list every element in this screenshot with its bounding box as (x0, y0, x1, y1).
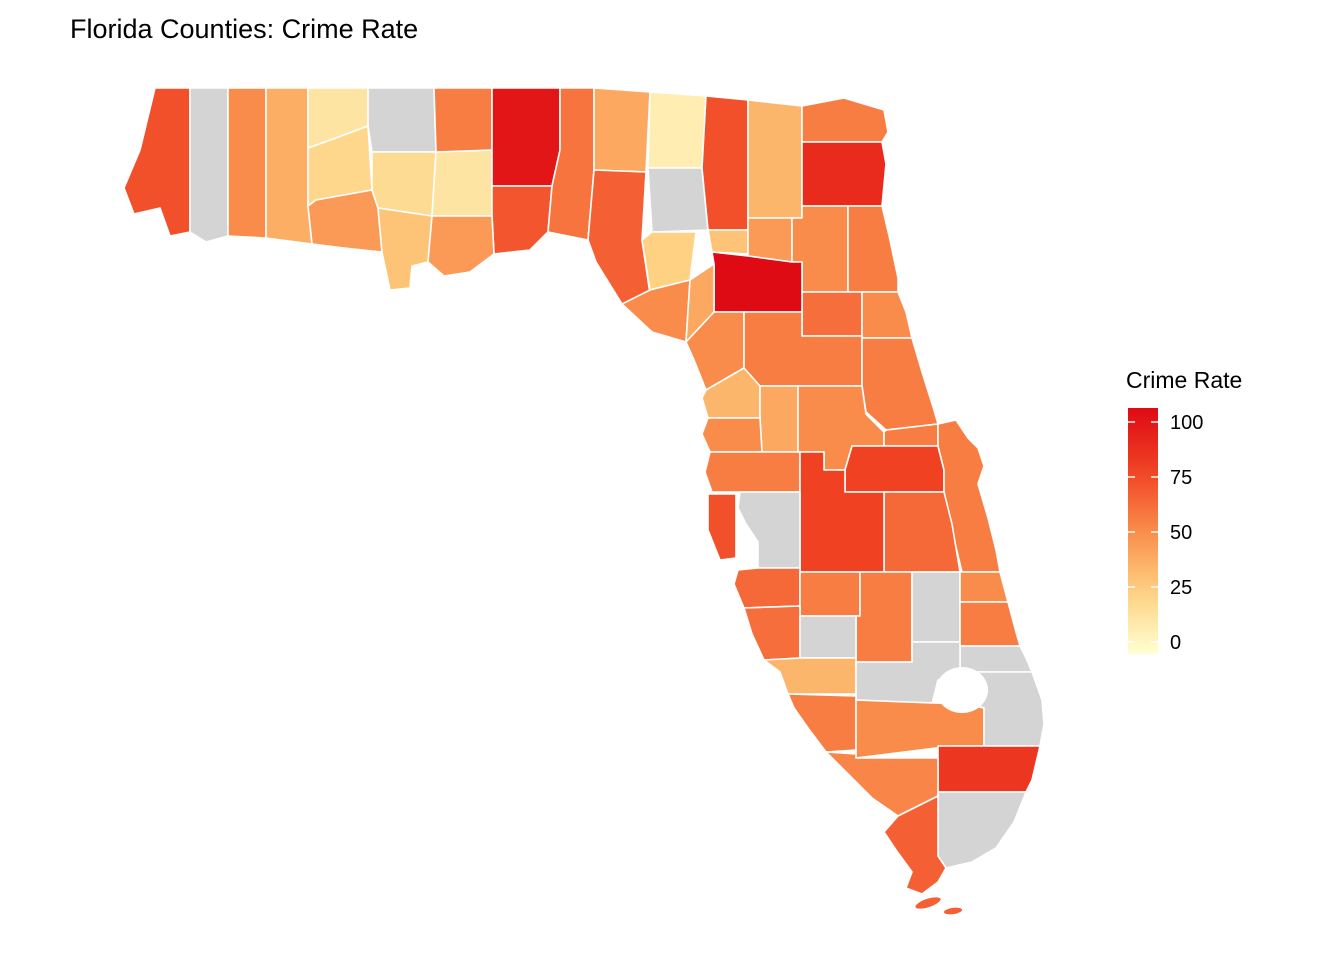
county-sumter: Sumter: 40 (759, 385, 799, 453)
county-wakulla: Wakulla: 68 (491, 185, 553, 255)
county-santa-rosa: Santa Rosa: NA (189, 87, 229, 243)
legend-tick-label-0: 0 (1170, 632, 1181, 654)
legend-tick-label-25: 25 (1170, 577, 1192, 599)
county-st-lucie: St. Lucie: 55 (959, 601, 1021, 647)
county-martin: Martin: NA (959, 645, 1033, 673)
county-miami-dade: Miami-Dade: NA (937, 791, 1027, 869)
county-putnam: Putnam: 60 (801, 291, 863, 337)
county-columbia: Columbia: 70 (701, 95, 749, 231)
county-hernando: Hernando: 50 (701, 417, 763, 453)
county-suwannee: Suwannee: NA (647, 167, 709, 233)
county-alachua: Alachua: 100 (711, 251, 803, 313)
county-flagler: Flagler: 50 (861, 291, 913, 339)
county-liberty: Liberty: 15 (431, 149, 493, 217)
florida-map: Escambia: 70Santa Rosa: NAOkaloosa: 50Wa… (123, 87, 1045, 916)
legend-tick-label-50: 50 (1170, 522, 1192, 544)
county-hardee: Hardee: 55 (799, 571, 861, 617)
legend-tick-label-100: 100 (1170, 412, 1203, 434)
county-okaloosa: Okaloosa: 50 (227, 87, 267, 239)
county-charlotte: Charlotte: 35 (763, 657, 857, 695)
county-lee: Lee: 55 (787, 693, 857, 753)
county-calhoun: Calhoun: 20 (371, 151, 437, 217)
legend-title: Crime Rate (1126, 367, 1242, 393)
lake-okeechobee (936, 667, 988, 713)
county-duval: Duval: 85 (801, 141, 887, 207)
county-orange: Orange: 75 (844, 445, 945, 493)
county-monroe: Monroe: 65 (883, 795, 947, 895)
county-manatee: Manatee: 62 (733, 567, 801, 609)
county-broward: Broward: 80 (937, 745, 1041, 793)
county-hamilton: Hamilton: 10 (647, 91, 707, 169)
county-volusia: Volusia: 55 (861, 337, 939, 431)
county-desoto: DeSoto: NA (799, 615, 857, 659)
county-st-johns: St. Johns: 55 (847, 205, 899, 293)
county-leon: Leon: 95 (491, 87, 561, 187)
county-nassau: Nassau: 55 (801, 97, 889, 143)
county-bay: Bay: 45 (307, 189, 383, 253)
county-walton: Walton: 38 (265, 87, 313, 245)
county-bradford: Bradford: 45 (747, 217, 793, 263)
county-highlands: Highlands: 55 (855, 571, 913, 663)
chart-title: Florida Counties: Crime Rate (70, 14, 418, 44)
legend-tick-labels: 100 75 50 25 0 (1128, 412, 1203, 654)
legend-colorbar (1128, 408, 1158, 654)
county-union: Union: 30 (707, 229, 749, 255)
county-sarasota: Sarasota: 60 (743, 605, 801, 661)
county-pasco: Pasco: 55 (704, 451, 801, 493)
county-hillsborough: Hillsborough: NA (737, 491, 801, 569)
county-baker: Baker: 35 (747, 99, 803, 219)
county-indian-river: Indian River: 50 (959, 571, 1009, 603)
county-taylor: Taylor: 65 (587, 169, 651, 305)
county-franklin: Franklin: 45 (427, 215, 495, 277)
county-escambia: Escambia: 70 (123, 87, 191, 237)
legend-colorbar-group (1128, 408, 1158, 654)
county-madison: Madison: 40 (593, 87, 651, 173)
county-gadsden: Gadsden: 55 (433, 87, 493, 153)
legend-tick-label-75: 75 (1170, 467, 1192, 489)
florida-keys (913, 895, 943, 911)
county-okeechobee: Okeechobee: NA (911, 571, 961, 643)
county-pinellas: Pinellas: 70 (707, 493, 737, 561)
county-jackson: Jackson: NA (367, 87, 437, 153)
florida-keys (942, 906, 964, 916)
county-gulf: Gulf: 30 (377, 207, 433, 291)
legend: Crime Rate 100 75 50 25 0 (1126, 367, 1242, 654)
